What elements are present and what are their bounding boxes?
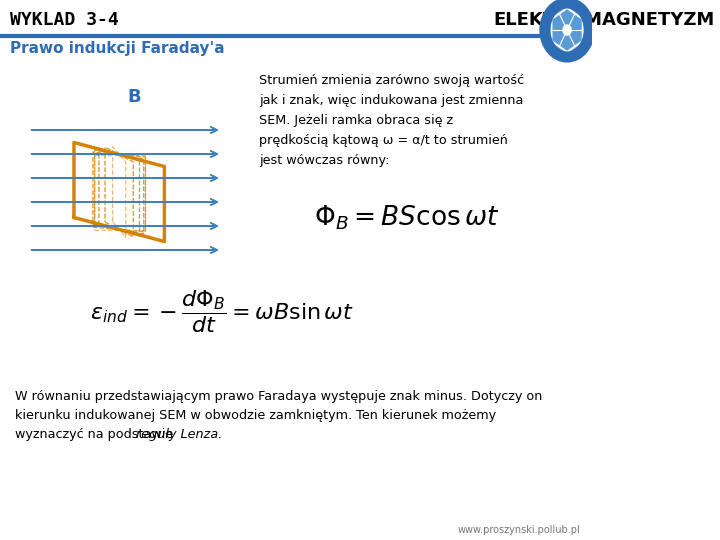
Text: WYKLAD 3-4: WYKLAD 3-4: [10, 11, 119, 29]
Text: kierunku indukowanej SEM w obwodzie zamkniętym. Ten kierunek możemy: kierunku indukowanej SEM w obwodzie zamk…: [15, 409, 496, 422]
Text: Strumień zmienia zarówno swoją wartość: Strumień zmienia zarówno swoją wartość: [259, 74, 524, 87]
Text: B: B: [127, 88, 141, 106]
Text: $\Phi_B = BS\cos\omega t$: $\Phi_B = BS\cos\omega t$: [314, 204, 500, 232]
Text: W równaniu przedstawiającym prawo Faradaya występuje znak minus. Dotyczy on: W równaniu przedstawiającym prawo Farada…: [15, 390, 542, 403]
Text: www.proszynski.pollub.pl: www.proszynski.pollub.pl: [457, 525, 580, 535]
Text: $\varepsilon_{ind} = -\dfrac{d\Phi_B}{dt} = \omega B\sin\omega t$: $\varepsilon_{ind} = -\dfrac{d\Phi_B}{dt…: [90, 289, 354, 335]
Text: Prawo indukcji Faraday'a: Prawo indukcji Faraday'a: [10, 40, 225, 56]
Text: prędkością kątową ω = α/t to strumień: prędkością kątową ω = α/t to strumień: [259, 134, 508, 147]
Text: jak i znak, więc indukowana jest zmienna: jak i znak, więc indukowana jest zmienna: [259, 94, 523, 107]
Circle shape: [563, 25, 571, 35]
Text: reguły Lenza.: reguły Lenza.: [136, 428, 222, 441]
Text: jest wówczas równy:: jest wówczas równy:: [259, 154, 390, 167]
Circle shape: [545, 3, 589, 57]
Circle shape: [546, 5, 588, 55]
Text: ELEKTROMAGNETYZM: ELEKTROMAGNETYZM: [493, 11, 714, 29]
Text: SEM. Jeżeli ramka obraca się z: SEM. Jeżeli ramka obraca się z: [259, 114, 453, 127]
Text: wyznaczyć na podstawie: wyznaczyć na podstawie: [15, 428, 177, 441]
